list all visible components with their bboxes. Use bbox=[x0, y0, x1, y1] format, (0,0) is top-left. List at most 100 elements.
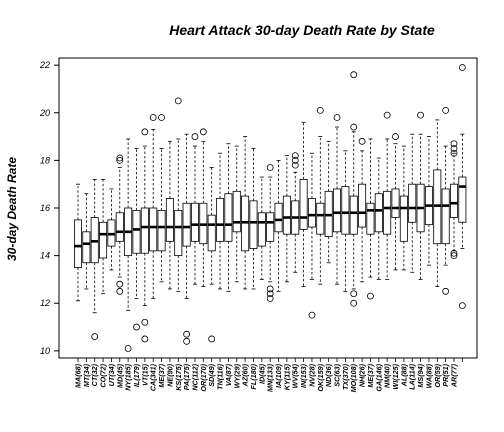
box-iqr bbox=[342, 187, 349, 235]
box-iqr bbox=[183, 203, 190, 246]
box-19 bbox=[233, 146, 240, 282]
y-tick-label: 10 bbox=[40, 346, 50, 356]
box-34 bbox=[358, 138, 365, 281]
box-iqr bbox=[409, 184, 416, 222]
box-iqr bbox=[358, 184, 365, 227]
box-22 bbox=[258, 177, 265, 279]
y-axis-label: 30-day Death Rate bbox=[5, 157, 19, 261]
outlier-point bbox=[125, 345, 131, 351]
box-20 bbox=[242, 137, 249, 289]
outlier-point bbox=[351, 291, 357, 297]
box-37 bbox=[384, 112, 391, 279]
y-tick-label: 22 bbox=[39, 60, 50, 70]
box-iqr bbox=[116, 213, 123, 242]
box-23 bbox=[267, 165, 274, 302]
y-tick-label: 18 bbox=[40, 155, 50, 165]
outlier-point bbox=[175, 98, 181, 104]
box-iqr bbox=[350, 196, 357, 234]
box-iqr bbox=[317, 203, 324, 234]
outlier-point bbox=[334, 115, 340, 121]
box-iqr bbox=[400, 196, 407, 241]
outlier-point bbox=[351, 72, 357, 78]
box-38 bbox=[392, 134, 399, 270]
box-iqr bbox=[158, 210, 165, 250]
box-iqr bbox=[191, 203, 198, 241]
box-iqr bbox=[308, 198, 315, 227]
outlier-point bbox=[309, 312, 315, 318]
outlier-point bbox=[142, 129, 148, 135]
box-31 bbox=[333, 115, 340, 285]
y-tick-label: 20 bbox=[39, 108, 50, 118]
outlier-point bbox=[159, 115, 165, 121]
y-tick-label: 16 bbox=[40, 203, 50, 213]
box-iqr bbox=[216, 198, 223, 241]
box-17 bbox=[216, 153, 223, 289]
box-45 bbox=[450, 141, 457, 259]
box-1 bbox=[83, 194, 90, 289]
box-28 bbox=[308, 153, 315, 318]
outlier-point bbox=[393, 134, 399, 140]
chart-title: Heart Attack 30-day Death Rate by State bbox=[169, 22, 435, 38]
outlier-point bbox=[351, 300, 357, 306]
outlier-point bbox=[200, 129, 206, 135]
outlier-point bbox=[184, 331, 190, 337]
box-iqr bbox=[267, 213, 274, 242]
outlier-point bbox=[317, 107, 323, 113]
box-39 bbox=[400, 146, 407, 270]
box-13 bbox=[183, 134, 190, 344]
box-3 bbox=[99, 179, 106, 293]
box-iqr bbox=[283, 196, 290, 234]
box-iqr bbox=[225, 194, 232, 242]
outlier-point bbox=[117, 281, 123, 287]
box-40 bbox=[409, 134, 416, 272]
box-iqr bbox=[74, 220, 81, 268]
box-6 bbox=[125, 139, 132, 352]
box-iqr bbox=[175, 210, 182, 255]
box-9 bbox=[150, 115, 157, 299]
outlier-point bbox=[133, 324, 139, 330]
outlier-point bbox=[184, 338, 190, 344]
box-4 bbox=[108, 189, 115, 270]
box-iqr bbox=[233, 191, 240, 231]
box-iqr bbox=[367, 203, 374, 234]
box-iqr bbox=[83, 232, 90, 263]
box-iqr bbox=[166, 198, 173, 241]
box-43 bbox=[434, 120, 441, 287]
outlier-point bbox=[209, 336, 215, 342]
outlier-point bbox=[117, 288, 123, 294]
outlier-point bbox=[92, 334, 98, 340]
box-11 bbox=[166, 141, 173, 289]
outlier-point bbox=[267, 165, 273, 171]
box-21 bbox=[250, 148, 257, 288]
box-42 bbox=[425, 137, 432, 266]
box-26 bbox=[292, 153, 299, 273]
box-32 bbox=[342, 151, 349, 291]
box-5 bbox=[116, 155, 123, 294]
box-10 bbox=[158, 115, 165, 282]
outlier-point bbox=[359, 138, 365, 144]
box-iqr bbox=[375, 194, 382, 232]
box-35 bbox=[367, 139, 374, 299]
box-iqr bbox=[133, 210, 140, 253]
outlier-point bbox=[443, 288, 449, 294]
box-iqr bbox=[141, 208, 148, 253]
box-iqr bbox=[392, 189, 399, 218]
box-27 bbox=[300, 122, 307, 286]
outlier-point bbox=[459, 303, 465, 309]
outlier-point bbox=[192, 134, 198, 140]
box-12 bbox=[175, 98, 182, 291]
x-axis: MA(68) MT(34) CT(32) CO(72) UT(34) MD(45) NY(1… bbox=[74, 358, 463, 392]
box-2 bbox=[91, 179, 98, 339]
box-29 bbox=[317, 107, 324, 284]
box-0 bbox=[74, 184, 81, 301]
outlier-point bbox=[142, 319, 148, 325]
box-iqr bbox=[275, 203, 282, 232]
box-16 bbox=[208, 168, 215, 342]
box-14 bbox=[191, 134, 198, 285]
box-iqr bbox=[300, 179, 307, 229]
box-41 bbox=[417, 112, 424, 279]
box-7 bbox=[133, 148, 140, 330]
outlier-point bbox=[384, 112, 390, 118]
box-iqr bbox=[250, 201, 257, 249]
